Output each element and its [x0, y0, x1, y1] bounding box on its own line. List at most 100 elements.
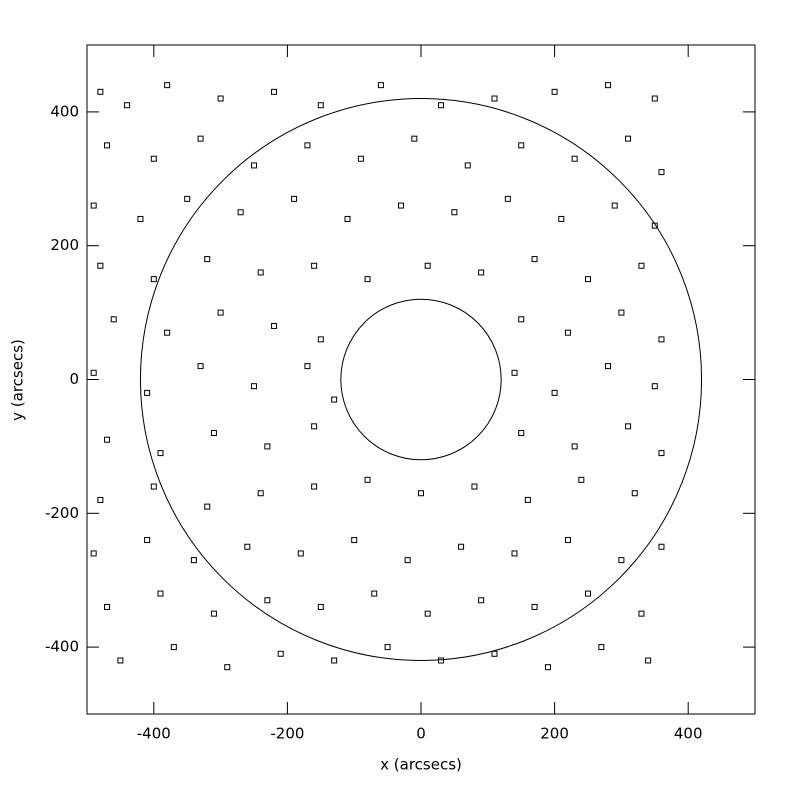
point: [658, 336, 665, 343]
x-tick-label: 200: [540, 725, 569, 743]
point: [611, 202, 618, 209]
point: [124, 102, 131, 109]
point: [625, 423, 632, 430]
point: [404, 557, 411, 564]
point: [204, 256, 211, 263]
x-tick-label: -200: [270, 725, 304, 743]
point: [90, 202, 97, 209]
point: [90, 369, 97, 376]
point: [397, 202, 404, 209]
point: [377, 82, 384, 89]
point: [464, 162, 471, 169]
point: [511, 550, 518, 557]
point: [511, 369, 518, 376]
point: [210, 610, 217, 617]
point: [478, 597, 485, 604]
point: [291, 195, 298, 202]
y-axis-label: y (arcsecs): [9, 339, 27, 421]
point: [251, 162, 257, 169]
point: [277, 650, 284, 657]
point: [150, 276, 157, 283]
point: [638, 610, 645, 617]
point: [658, 543, 665, 550]
x-axis-label: x (arcsecs): [380, 756, 462, 774]
point: [197, 135, 204, 142]
point: [491, 650, 498, 657]
point: [651, 222, 658, 229]
point: [658, 169, 665, 176]
x-tick-label: 0: [416, 725, 426, 743]
point: [264, 443, 271, 450]
point: [605, 82, 612, 89]
x-tick-label: -400: [137, 725, 171, 743]
point: [144, 389, 151, 396]
point: [585, 276, 591, 283]
point: [311, 423, 318, 430]
point: [418, 490, 424, 497]
point: [458, 543, 465, 550]
point: [244, 543, 251, 550]
point: [571, 443, 578, 450]
point: [204, 503, 211, 510]
point: [551, 389, 558, 396]
point: [304, 363, 311, 370]
point: [544, 664, 551, 671]
y-tick-label: -200: [45, 504, 79, 522]
point: [251, 383, 257, 390]
point: [190, 557, 197, 564]
y-tick-label: -400: [45, 638, 79, 656]
point: [104, 603, 111, 610]
point: [364, 476, 371, 483]
point: [518, 430, 525, 437]
point: [411, 135, 418, 142]
point: [585, 590, 591, 597]
point: [331, 396, 338, 403]
point: [564, 537, 571, 544]
point: [217, 95, 224, 102]
point: [184, 195, 191, 202]
point: [625, 135, 632, 142]
annulus-circle: [340, 298, 502, 461]
point: [531, 603, 538, 610]
point: [104, 436, 111, 443]
point: [117, 657, 124, 664]
point: [97, 88, 104, 95]
point: [518, 142, 525, 149]
point: [371, 590, 378, 597]
point: [651, 383, 658, 390]
x-tick-label: 400: [674, 725, 703, 743]
point: [518, 316, 525, 323]
point: [104, 142, 111, 149]
point: [344, 215, 351, 222]
plot-frame: [86, 44, 756, 715]
point: [150, 155, 157, 162]
point: [304, 142, 311, 149]
point: [311, 483, 318, 490]
point: [618, 309, 625, 316]
point: [424, 610, 431, 617]
point: [317, 102, 324, 109]
point: [491, 95, 498, 102]
point: [618, 557, 625, 564]
point: [157, 450, 164, 457]
point: [331, 657, 338, 664]
point: [438, 657, 445, 664]
point: [257, 269, 264, 276]
point: [605, 363, 612, 370]
y-tick-label: 400: [50, 102, 79, 120]
point: [317, 603, 324, 610]
point: [351, 537, 358, 544]
point: [137, 215, 144, 222]
annulus-circle: [139, 98, 703, 661]
point: [631, 490, 638, 497]
point: [451, 209, 458, 216]
point: [504, 195, 511, 202]
point: [257, 490, 264, 497]
point: [558, 215, 565, 222]
point: [317, 336, 324, 343]
point: [478, 269, 485, 276]
point: [271, 322, 278, 329]
point: [524, 496, 531, 503]
point: [438, 102, 445, 109]
